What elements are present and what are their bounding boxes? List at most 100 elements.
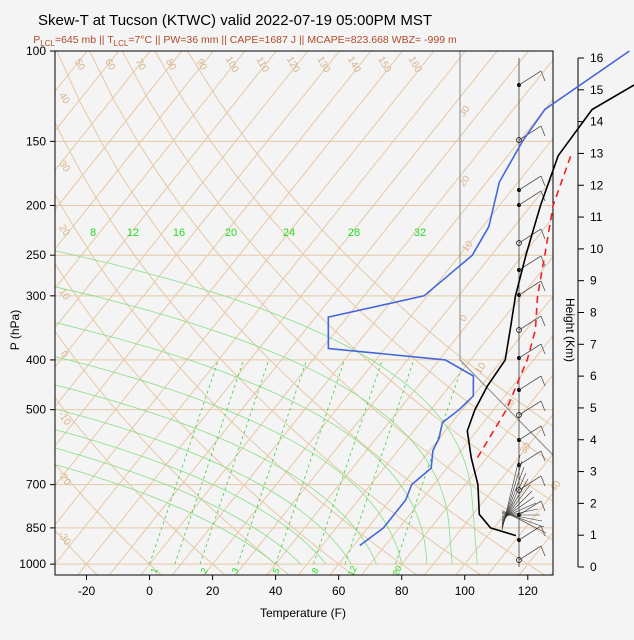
moist-adiabat (55, 384, 377, 565)
mixing-ratio-label: 12 (346, 564, 359, 577)
height-tick-label: 1 (590, 528, 597, 542)
dry-adiabat (55, 120, 482, 575)
x-tick-label: 60 (332, 584, 346, 598)
wind-barb-flag (540, 343, 546, 355)
height-axis-label: Height (Km) (563, 298, 577, 362)
wind-barb-staff (518, 280, 542, 296)
wind-barb-staff (518, 500, 542, 516)
mixing-ratio-label: 3 (230, 566, 241, 575)
isotherm-line (424, 413, 553, 575)
moist-adiabat-label: 8 (90, 227, 96, 239)
isotherm-line (235, 177, 553, 575)
mixing-ratio-label: 1 (149, 566, 160, 575)
isotherm-line (55, 51, 151, 171)
wind-barb-flag (540, 400, 546, 412)
moist-adiabat (55, 408, 352, 565)
mixing-ratio-label: 2 (199, 566, 210, 575)
wind-barb-dot (516, 137, 522, 143)
mixing-ratio-line (199, 359, 270, 565)
moist-adiabat (55, 322, 428, 565)
wind-barb-flag (540, 125, 546, 137)
isotherm-line (203, 137, 553, 575)
isotherm-line (140, 59, 553, 575)
parcel-trace (476, 155, 572, 459)
isotherm-label: 100 (223, 55, 241, 75)
x-tick-label: -20 (78, 584, 96, 598)
wind-barb-dot (516, 557, 522, 563)
subtitle-part-0: P (33, 34, 40, 46)
wind-barb-staff (518, 400, 542, 416)
isotherm-line (487, 492, 553, 575)
isotherm-label: 140 (345, 55, 363, 75)
hodograph-line (501, 511, 545, 528)
height-tick-label: 4 (590, 433, 597, 447)
wind-barb-staff (518, 315, 542, 331)
moist-adiabat-label: 32 (414, 227, 426, 239)
dry-adiabat (121, 51, 553, 502)
chart-subtitle: PLCL=645 mb || TLCL=7°C || PW=36 mm || C… (33, 34, 457, 48)
wind-barb-staff (518, 475, 542, 491)
hodograph-line (501, 510, 547, 534)
height-tick-label: 9 (590, 274, 597, 288)
mixing-ratio-label: 20 (391, 564, 404, 577)
moist-adiabat-label: 28 (348, 227, 360, 239)
x-tick-label: 40 (269, 584, 283, 598)
y-tick-label: 700 (26, 478, 46, 492)
isotherm-line (171, 98, 553, 575)
moist-adiabat (55, 464, 276, 565)
grid-group: 50 60 70 80 90 100 110 120 130 140 150 160403020100… (55, 51, 634, 575)
isotherm-line (55, 51, 340, 408)
wind-barb-flag (540, 450, 546, 462)
right-label: 30 (518, 440, 534, 456)
isotherm-label: 50 (72, 57, 87, 73)
dry-adiabat-label: -10 (55, 409, 73, 428)
mixing-ratio-line (149, 359, 219, 565)
isotherm-label: 60 (102, 57, 117, 73)
isotherm-line (455, 453, 553, 575)
isotherm-label: 70 (133, 57, 148, 73)
height-tick-label: 14 (590, 115, 604, 129)
dry-adiabat (55, 262, 354, 575)
isotherm-label: 130 (314, 55, 332, 75)
moist-adiabat (55, 356, 403, 565)
wind-barb-staff (518, 228, 542, 244)
wind-barb-staff (518, 343, 542, 359)
mixing-ratio-line (237, 359, 307, 565)
dry-adiabat-label: 0 (58, 349, 70, 360)
moist-adiabat-label: 16 (173, 227, 185, 239)
dry-adiabat (89, 51, 553, 541)
temperature-trace (466, 84, 634, 537)
isotherm-line (392, 374, 553, 575)
wind-barb-staff (518, 175, 542, 191)
x-tick-label: 20 (206, 584, 220, 598)
subtitle-part-1: LCL (40, 39, 55, 48)
isotherm-line (55, 51, 309, 368)
dry-adiabat-label: -20 (55, 469, 73, 488)
height-tick-label: 16 (590, 51, 604, 65)
isotherm-line (329, 295, 553, 575)
y-axis-label: P (hPa) (8, 310, 22, 350)
moist-adiabat-label: 20 (225, 227, 237, 239)
height-tick-label: 13 (590, 146, 604, 160)
wind-barb-dot (516, 327, 522, 333)
wind-barb-dot (516, 412, 522, 418)
dry-adiabat (55, 396, 226, 575)
y-tick-label: 300 (26, 289, 46, 303)
isotherm-line (55, 51, 214, 250)
wind-barb-staff (518, 375, 542, 391)
subtitle-part-4: =7°C || PW=36 mm || CAPE=1687 J || MCAPE… (128, 34, 457, 46)
isotherm-line (55, 51, 277, 329)
dry-adiabat-label: 30 (56, 159, 72, 175)
isotherm-line (614, 51, 634, 575)
height-tick-label: 3 (590, 465, 597, 479)
x-tick-label: 0 (146, 584, 153, 598)
wind-barb-flag (540, 175, 546, 187)
mixing-ratio-label: 8 (310, 566, 321, 575)
isotherm-line (55, 51, 466, 565)
y-tick-label: 150 (26, 134, 46, 148)
isotherm-line (298, 256, 553, 575)
y-tick-label: 400 (26, 353, 46, 367)
height-tick-label: 0 (590, 560, 597, 574)
wind-barb-flag (540, 475, 546, 487)
